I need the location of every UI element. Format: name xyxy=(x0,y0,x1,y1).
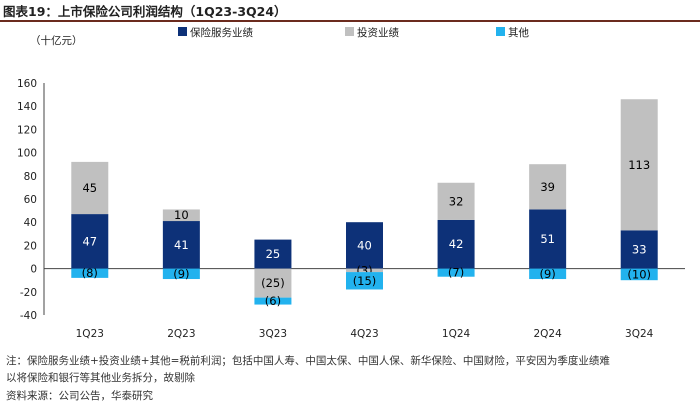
title-bar: 图表19：上市保险公司利润结构（1Q23-3Q24） xyxy=(0,0,700,22)
data-label-3Q24-series-2: 113 xyxy=(628,158,650,172)
data-label-1Q23-series-3: (8) xyxy=(82,266,98,280)
y-tick-label: 20 xyxy=(24,240,37,252)
source-note: 资料来源：公司公告，华泰研究 xyxy=(6,390,153,402)
y-tick-label: -40 xyxy=(20,310,37,322)
bar-2Q23-series-2 xyxy=(162,209,200,222)
bar-3Q23-series-2 xyxy=(254,268,292,298)
data-label-3Q23-series-2: (25) xyxy=(261,276,285,290)
legend-swatch-3 xyxy=(496,27,505,36)
bar-4Q23-series-3 xyxy=(346,272,383,290)
bar-1Q24-series-3 xyxy=(437,268,475,277)
legend-label-2: 投资业绩 xyxy=(357,26,399,39)
figure-label: 图表19： xyxy=(3,4,58,19)
bar-3Q24-series-2 xyxy=(620,99,658,231)
data-label-1Q23-series-1: 47 xyxy=(82,234,97,248)
data-label-2Q23-series-2: 10 xyxy=(174,208,189,222)
legend-swatch-1 xyxy=(178,27,187,36)
footnote-line-2: 以将保险和银行等其他业务拆分，故剔除 xyxy=(6,372,195,384)
y-tick-label: 60 xyxy=(24,194,37,206)
data-label-1Q24-series-3: (7) xyxy=(448,266,464,280)
y-tick-label: 0 xyxy=(30,264,37,276)
legend-swatch-2 xyxy=(345,27,354,36)
legend-label-3: 其他 xyxy=(508,26,529,39)
x-tick-label-3Q24: 3Q24 xyxy=(625,328,654,340)
y-tick-label: 100 xyxy=(17,148,37,160)
bar-3Q24-series-1 xyxy=(620,230,658,269)
x-tick-label-2Q24: 2Q24 xyxy=(533,328,562,340)
y-tick-label: 80 xyxy=(24,171,37,183)
data-label-3Q23-series-1: 25 xyxy=(266,247,281,261)
bar-1Q23-series-3 xyxy=(71,268,109,278)
bar-3Q23-series-1 xyxy=(254,239,292,269)
data-label-1Q24-series-1: 42 xyxy=(449,237,464,251)
bar-4Q23-series-2 xyxy=(346,268,383,273)
bar-3Q24-series-3 xyxy=(620,268,658,281)
bar-2Q23-series-1 xyxy=(162,221,200,269)
y-tick-label: 120 xyxy=(17,124,37,136)
chart-title: 上市保险公司利润结构（1Q23-3Q24） xyxy=(57,4,287,19)
data-label-2Q23-series-3: (9) xyxy=(173,267,189,281)
y-tick-label: 40 xyxy=(24,217,37,229)
bar-2Q23-series-3 xyxy=(162,268,200,280)
y-tick-label: 160 xyxy=(17,78,37,90)
data-label-2Q24-series-3: (9) xyxy=(539,267,555,281)
data-label-4Q23-series-1: 40 xyxy=(357,238,372,252)
data-label-2Q23-series-1: 41 xyxy=(174,238,189,252)
stacked-bar-chart: （十亿元） 保险服务业绩 投资业绩 其他 -40 -20 0 20 40 60 80 100 120 14… xyxy=(17,26,685,340)
data-label-3Q24-series-3: (10) xyxy=(627,267,651,281)
bar-2Q24-series-1 xyxy=(529,209,567,269)
data-label-1Q24-series-2: 32 xyxy=(449,194,464,208)
data-label-2Q24-series-1: 51 xyxy=(540,232,555,246)
data-label-3Q24-series-1: 33 xyxy=(632,242,647,256)
footnote-line-1: 注：保险服务业绩+投资业绩+其他=税前利润；包括中国人寿、中国太保、中国人保、新… xyxy=(6,355,610,367)
bar-1Q23-series-1 xyxy=(71,214,109,269)
x-tick-label-4Q23: 4Q23 xyxy=(350,328,378,340)
x-tick-label-2Q23: 2Q23 xyxy=(167,328,195,340)
data-label-2Q24-series-2: 39 xyxy=(540,180,555,194)
x-tick-label-1Q23: 1Q23 xyxy=(76,328,104,340)
bar-2Q24-series-2 xyxy=(529,164,567,210)
data-label-1Q23-series-2: 45 xyxy=(82,181,97,195)
y-tick-label: -20 xyxy=(20,287,37,299)
data-label-4Q23-series-3: (15) xyxy=(353,274,377,288)
y-unit-label: （十亿元） xyxy=(30,34,83,47)
x-tick-label-1Q24: 1Q24 xyxy=(442,328,471,340)
bar-1Q24-series-1 xyxy=(437,219,475,269)
bar-3Q23-series-3 xyxy=(254,297,292,305)
figure-title: 图表19：上市保险公司利润结构（1Q23-3Q24） xyxy=(3,1,287,20)
bar-2Q24-series-3 xyxy=(529,268,567,280)
bar-1Q23-series-2 xyxy=(71,161,109,215)
x-tick-label-3Q23: 3Q23 xyxy=(259,328,287,340)
data-label-3Q23-series-3: (6) xyxy=(265,294,281,308)
legend-label-1: 保险服务业绩 xyxy=(190,26,253,39)
bar-1Q24-series-2 xyxy=(437,182,475,220)
y-tick-label: 140 xyxy=(17,101,37,113)
bar-4Q23-series-1 xyxy=(346,222,383,269)
